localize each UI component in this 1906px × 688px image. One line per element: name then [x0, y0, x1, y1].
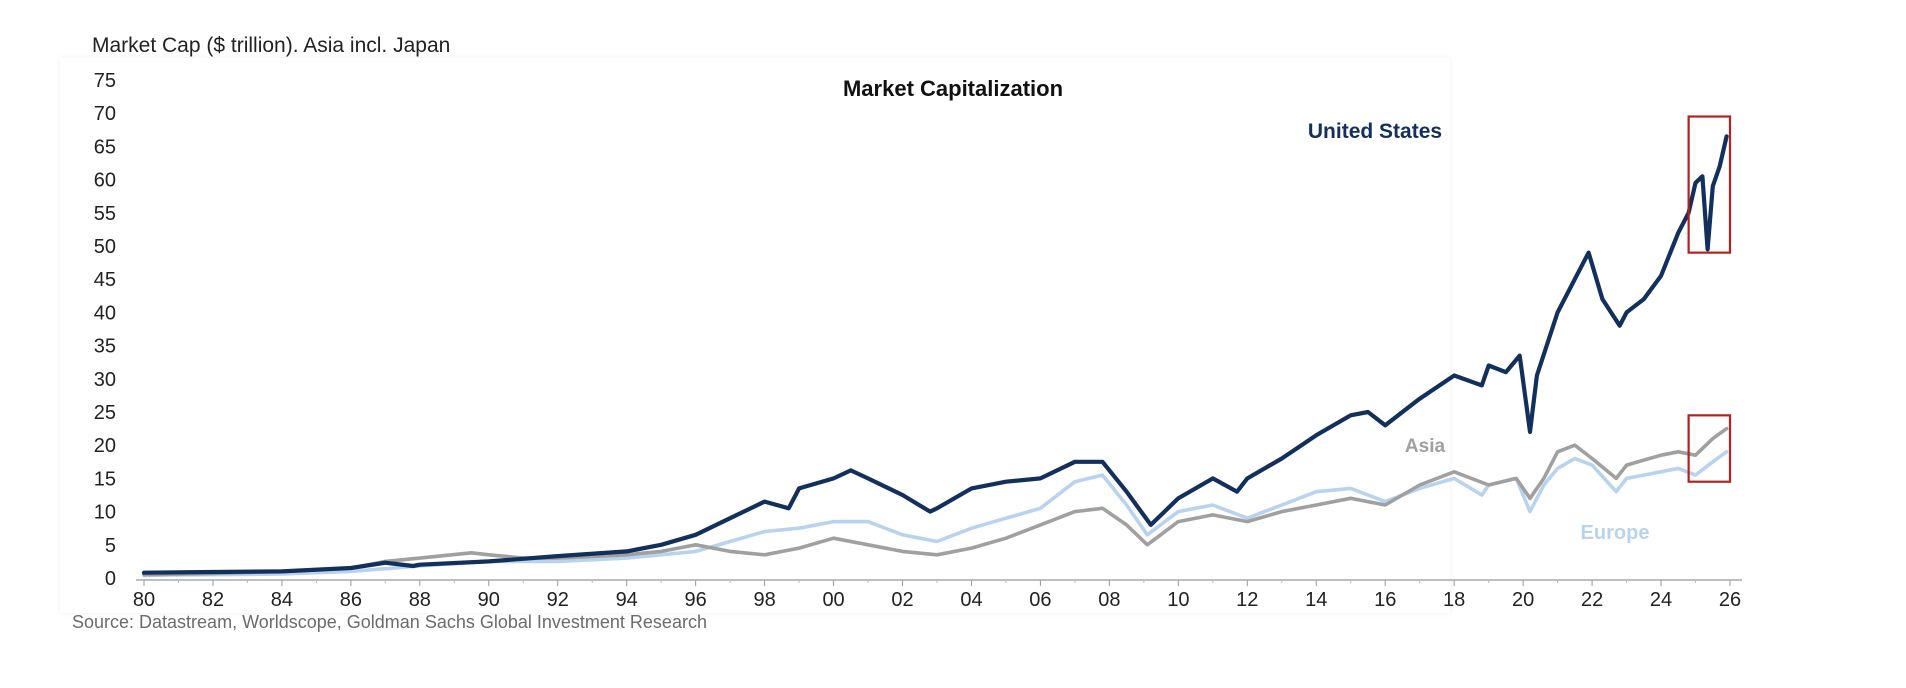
- x-tick-label: 86: [340, 589, 362, 611]
- x-tick-label: 26: [1719, 589, 1741, 611]
- series-line-asia: [142, 426, 1729, 577]
- x-tick-label: 12: [1236, 589, 1258, 611]
- series-label: Europe: [1581, 522, 1650, 544]
- series-line-united-states: [141, 134, 1729, 575]
- x-tick-label: 08: [1098, 589, 1120, 611]
- y-tick-label: 40: [94, 302, 116, 324]
- x-tick-label: 20: [1512, 589, 1534, 611]
- x-tick-label: 02: [891, 589, 913, 611]
- x-tick-label: 00: [822, 589, 844, 611]
- x-tick-label: 94: [616, 589, 638, 611]
- y-tick-label: 5: [105, 535, 116, 557]
- x-tick-label: 10: [1167, 589, 1189, 611]
- x-tick-label: 16: [1374, 589, 1396, 611]
- y-tick-label: 65: [94, 136, 116, 158]
- y-tick-label: 45: [94, 269, 116, 291]
- source-note: Source: Datastream, Worldscope, Goldman …: [72, 612, 707, 632]
- axes: 0 5 10 15 20 25 30 35 40 45 50 55 60 65 70 75 80 82 84 86 88…: [94, 70, 1742, 611]
- y-tick-label: 55: [94, 203, 116, 225]
- header-note: Market Cap ($ trillion). Asia incl. Japa…: [92, 34, 451, 57]
- x-tick-label: 92: [547, 589, 569, 611]
- y-tick-label: 75: [94, 70, 116, 92]
- x-tick-label: 06: [1029, 589, 1051, 611]
- y-tick-label: 25: [94, 402, 116, 424]
- x-tick-label: 24: [1650, 589, 1672, 611]
- y-tick-label: 70: [94, 103, 116, 125]
- x-tick-label: 84: [271, 589, 293, 611]
- x-tick-label: 18: [1443, 589, 1465, 611]
- x-tick-label: 98: [753, 589, 775, 611]
- y-tick-label: 20: [94, 435, 116, 457]
- series-labels: United States Asia Europe: [1308, 120, 1650, 544]
- y-tick-label: 60: [94, 170, 116, 192]
- series-lines: [141, 134, 1729, 578]
- y-tick-label: 10: [94, 502, 116, 524]
- highlight-boxes: [1687, 115, 1732, 483]
- x-tick-label: 14: [1305, 589, 1327, 611]
- x-tick-label: 96: [685, 589, 707, 611]
- chart-frame: [60, 58, 1450, 613]
- highlight-box: [1687, 115, 1732, 254]
- highlight-box: [1687, 414, 1732, 483]
- series-label: United States: [1308, 120, 1442, 143]
- y-tick-label: 30: [94, 369, 116, 391]
- y-tick-label: 35: [94, 336, 116, 358]
- series-label: Asia: [1405, 436, 1446, 457]
- x-tick-label: 88: [409, 589, 431, 611]
- series-line-europe: [142, 449, 1729, 578]
- y-tick-label: 50: [94, 236, 116, 258]
- x-tick-label: 80: [133, 589, 155, 611]
- x-tick-label: 90: [478, 589, 500, 611]
- x-tick-label: 82: [202, 589, 224, 611]
- chart-title: Market Capitalization: [842, 76, 1064, 101]
- x-tick-label: 04: [960, 589, 982, 611]
- y-tick-label: 0: [105, 568, 116, 590]
- x-tick-label: 22: [1581, 589, 1603, 611]
- y-tick-label: 15: [94, 468, 116, 490]
